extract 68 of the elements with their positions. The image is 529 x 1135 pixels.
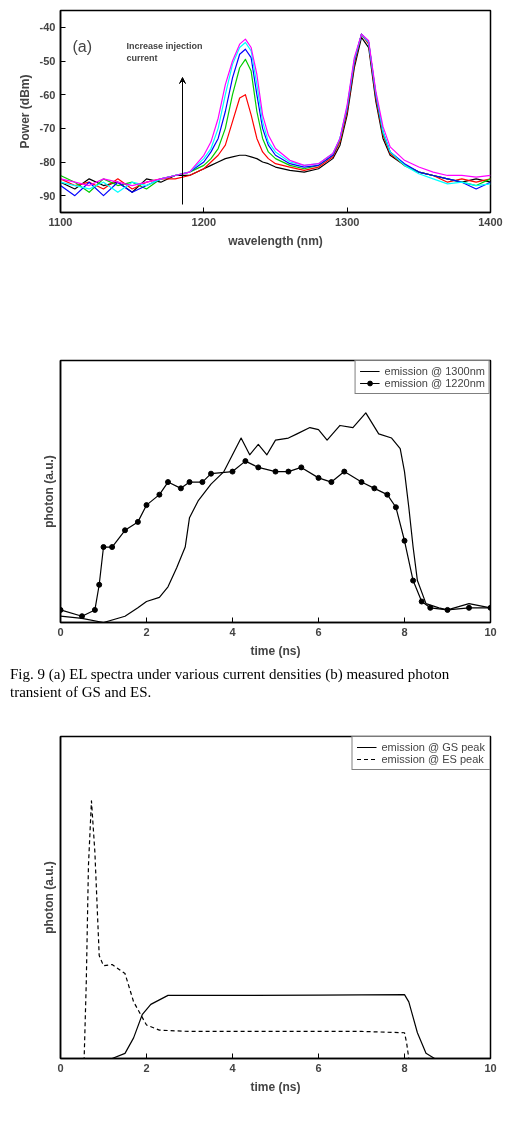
point — [91, 606, 98, 613]
point — [134, 518, 141, 525]
x-tick-label: 1100 — [48, 215, 73, 228]
legend-label: emission @ 1220nm — [384, 377, 485, 389]
point — [285, 468, 292, 475]
x-axis-title: time (ns) — [250, 643, 301, 658]
y-tick-label: -90 — [39, 189, 56, 202]
x-tick-label: 1300 — [334, 215, 360, 228]
legend-label: emission @ 1300nm — [384, 365, 485, 377]
x-tick-label: 4 — [229, 625, 237, 638]
point — [199, 479, 206, 486]
x-tick-label: 8 — [401, 1061, 408, 1074]
annotation: Increase injection current — [126, 40, 203, 63]
x-tick-label: 1200 — [191, 215, 217, 228]
point — [358, 479, 365, 486]
point — [392, 504, 399, 511]
x-tick-label: 6 — [315, 625, 322, 638]
point — [444, 606, 451, 613]
point — [156, 491, 163, 498]
point — [177, 485, 184, 492]
legend-label: emission @ ES peak — [381, 753, 484, 765]
x-tick-label: 0 — [57, 1061, 64, 1074]
y-axis-title: photon (a.u.) — [41, 455, 56, 528]
annotation: (a) — [72, 37, 93, 55]
y-tick-label: -60 — [39, 88, 56, 101]
point — [315, 474, 322, 481]
point — [165, 479, 171, 486]
point — [79, 613, 85, 620]
x-tick-label: 2 — [143, 625, 150, 638]
y-tick-label: -70 — [39, 122, 56, 135]
point — [371, 485, 378, 492]
x-tick-label: 4 — [229, 1061, 237, 1074]
point — [242, 458, 249, 465]
x-axis-title: time (ns) — [250, 1079, 301, 1094]
point — [466, 604, 472, 611]
y-tick-label: -50 — [39, 55, 56, 67]
point — [384, 491, 391, 498]
point — [341, 468, 348, 475]
point — [229, 468, 236, 475]
point — [208, 470, 214, 477]
x-tick-label: 2 — [143, 1061, 150, 1074]
x-axis-title: wavelength (nm) — [227, 233, 323, 248]
point — [96, 581, 103, 588]
x-tick-label: 8 — [401, 625, 408, 638]
point — [109, 544, 116, 551]
caption: Fig. 9 (a) EL spectra under various current densities (b) measured photon transient of GS and ES. — [10, 665, 451, 701]
y-axis-title: Power (dBm) — [17, 74, 32, 149]
x-tick-label: 10 — [484, 1061, 497, 1074]
point — [328, 479, 335, 486]
point — [143, 502, 150, 509]
x-tick-label: 10 — [484, 625, 497, 638]
x-tick-label: 1400 — [478, 215, 503, 228]
y-axis-title: photon (a.u.) — [41, 861, 56, 934]
point — [418, 598, 425, 605]
x-tick-label: 0 — [57, 625, 64, 638]
x-tick-label: 6 — [315, 1061, 322, 1074]
point — [255, 464, 262, 471]
legend-label: emission @ GS peak — [381, 741, 485, 753]
point — [298, 464, 305, 471]
point — [401, 537, 408, 544]
y-tick-label: -40 — [39, 21, 56, 34]
point — [410, 577, 417, 584]
point — [186, 479, 193, 486]
point — [100, 544, 107, 551]
point — [272, 468, 279, 475]
point — [427, 604, 434, 611]
y-tick-label: -80 — [39, 156, 56, 168]
point — [122, 527, 128, 534]
